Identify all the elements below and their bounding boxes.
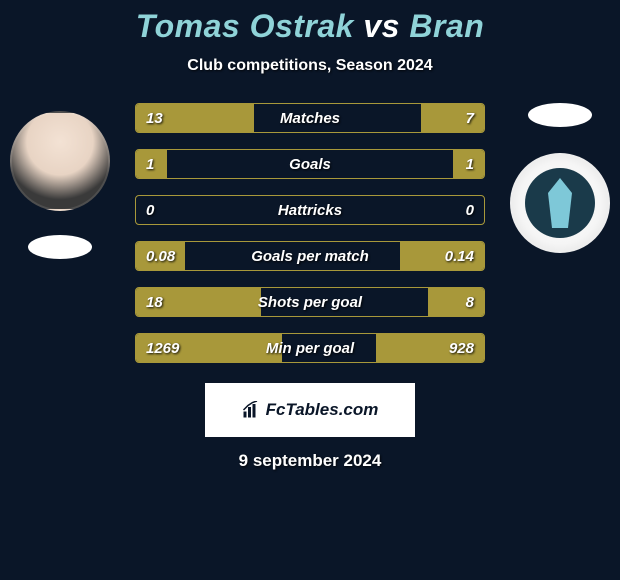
page-title: Tomas Ostrak vs Bran	[0, 8, 620, 45]
stat-value-right: 7	[466, 104, 474, 132]
player2-avatar	[510, 153, 610, 253]
title-vs: vs	[363, 8, 400, 44]
comparison-area: 13 Matches 7 1 Goals 1 0 Hattricks 0	[0, 103, 620, 363]
stat-row-hattricks: 0 Hattricks 0	[135, 195, 485, 225]
date-line: 9 september 2024	[0, 451, 620, 471]
stat-row-min-per-goal: 1269 Min per goal 928	[135, 333, 485, 363]
stat-row-matches: 13 Matches 7	[135, 103, 485, 133]
stat-label: Goals per match	[136, 242, 484, 270]
club-crest-icon	[525, 168, 595, 238]
stat-value-right: 0.14	[445, 242, 474, 270]
stat-rows: 13 Matches 7 1 Goals 1 0 Hattricks 0	[135, 103, 485, 363]
player1-flag	[28, 235, 92, 259]
stat-label: Min per goal	[136, 334, 484, 362]
stat-row-goals: 1 Goals 1	[135, 149, 485, 179]
stat-label: Goals	[136, 150, 484, 178]
stat-label: Shots per goal	[136, 288, 484, 316]
stat-value-right: 0	[466, 196, 474, 224]
player1-avatar	[10, 111, 110, 211]
stat-row-goals-per-match: 0.08 Goals per match 0.14	[135, 241, 485, 271]
chart-icon	[242, 401, 260, 419]
stat-row-shots-per-goal: 18 Shots per goal 8	[135, 287, 485, 317]
stat-value-right: 928	[449, 334, 474, 362]
player2-flag	[528, 103, 592, 127]
content: Tomas Ostrak vs Bran Club competitions, …	[0, 0, 620, 580]
subtitle: Club competitions, Season 2024	[0, 57, 620, 75]
stat-value-right: 1	[466, 150, 474, 178]
stat-value-right: 8	[466, 288, 474, 316]
brand-text: FcTables.com	[266, 400, 379, 420]
brand-badge: FcTables.com	[205, 383, 415, 437]
stat-label: Matches	[136, 104, 484, 132]
title-player1: Tomas Ostrak	[136, 8, 354, 44]
stat-label: Hattricks	[136, 196, 484, 224]
title-player2: Bran	[409, 8, 484, 44]
